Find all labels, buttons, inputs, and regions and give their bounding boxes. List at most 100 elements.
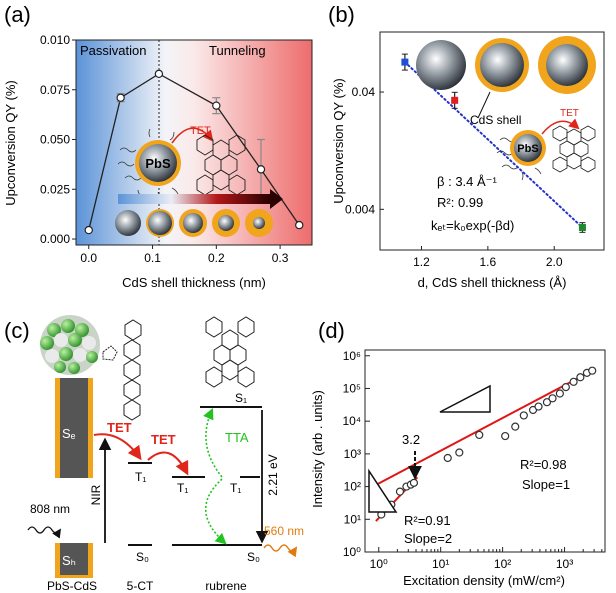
qd-atom-cluster-icon <box>40 315 100 375</box>
panel-d-axes: 10⁰ 10¹ 10² 10³ 10⁰ 10¹ 10² 10³ 10⁴ 10⁵ 10⁶ <box>342 349 603 571</box>
panel-b-ytick-label: 0.04 <box>352 85 376 99</box>
panel-d-point <box>475 430 484 440</box>
panel-a-ytick-label: 0.075 <box>40 83 70 97</box>
tta-label: TTA <box>225 430 249 445</box>
tet-label-2: TET <box>151 432 176 447</box>
panel-a-label: (a) <box>4 2 31 27</box>
panel-b-axes: 1.2 1.6 2.0 0.04 0.004 <box>345 85 563 269</box>
5ct-molecule-icon <box>102 319 142 421</box>
panel-a-ytick-label: 0.025 <box>40 182 70 196</box>
panel-a-ylabel: Upconversion QY (%) <box>3 80 18 205</box>
panel-a-point <box>212 101 221 110</box>
slope-triangle-low <box>368 468 398 513</box>
shell-series-icons <box>115 209 273 237</box>
rubrene-molecule-icon <box>196 134 246 196</box>
panel-d-point <box>542 398 552 407</box>
panel-a-xtick-label: 0.2 <box>208 251 225 265</box>
panel-a-qd-schematic: PbS TET <box>117 125 246 201</box>
panel-a-ytick-label: 0.010 <box>40 33 70 47</box>
panel-d-ytick-label: 10⁴ <box>342 414 361 428</box>
panel-d-point <box>501 431 510 441</box>
panel-a-point <box>295 220 304 230</box>
panel-b-xlabel: d, CdS shell thickness (Å) <box>418 275 567 290</box>
panel-d-frame <box>364 349 606 553</box>
panel-d-point <box>569 377 578 386</box>
level-s1: S₁ <box>235 391 247 405</box>
threshold-label: 3.2 <box>402 432 420 447</box>
panel-a-pbs-label: PbS <box>145 156 171 171</box>
panel-c-label: (c) <box>4 318 30 343</box>
panel-a-point <box>256 165 266 174</box>
panel-a-point <box>84 225 93 235</box>
level-se: Sₑ <box>62 426 76 441</box>
panel-a-xtick-label: 0.1 <box>144 251 161 265</box>
panel-d-point <box>576 373 585 382</box>
name-qd: PbS-CdS <box>47 579 97 593</box>
panel-d-xtick-label: 10⁰ <box>370 557 388 571</box>
panel-b-xtick-label: 1.2 <box>413 255 430 269</box>
panel-b-point <box>401 58 409 66</box>
nir-label: NIR <box>89 484 103 505</box>
panel-a-frame <box>75 39 313 246</box>
panel-d-ytick-label: 10¹ <box>344 512 361 526</box>
shell-gradient-arrowhead <box>270 189 283 209</box>
panel-b-qd-schematic: PbS TET <box>496 108 596 181</box>
level-s0-ct: S₀ <box>136 550 149 564</box>
name-5ct: 5-CT <box>127 579 154 593</box>
panel-b-ytick-label: 0.004 <box>345 202 375 216</box>
level-t1-rub-a: T₁ <box>177 481 188 495</box>
energy-gap-label: 2.21 eV <box>266 454 280 495</box>
panel-b-fit-line <box>403 61 584 229</box>
r2-value: R²: 0.99 <box>437 195 483 210</box>
panel-b-point <box>451 96 459 104</box>
panel-b-rubrene-icon <box>552 125 596 173</box>
panel-c: (c) <box>4 315 304 593</box>
shell-gradient-arrow <box>118 194 270 204</box>
name-rubrene: rubrene <box>205 579 247 593</box>
rate-formula: kₑₜ=k₀exp(-βd) <box>431 218 514 233</box>
panel-a-tet-label: TET <box>190 125 211 137</box>
panel-d-point <box>409 478 419 487</box>
level-s0-rub: S₀ <box>247 550 260 564</box>
excitation-wavelength: 808 nm <box>30 502 70 516</box>
panel-b-xtick-label: 2.0 <box>546 255 563 269</box>
cds-shell-label: CdS shell <box>470 113 521 127</box>
panel-a-xtick-label: 0.3 <box>272 251 289 265</box>
panel-d-xtick-label: 10¹ <box>432 557 449 571</box>
panel-d-point <box>395 487 405 496</box>
panel-a-point <box>154 69 164 79</box>
panel-b-point <box>578 223 586 231</box>
panel-d-point <box>443 453 452 463</box>
panel-b: (b) 1.2 1.6 2.0 0.04 0.004 CdS shell PbS TET <box>328 2 605 290</box>
panel-b-pbs-label: PbS <box>517 143 538 155</box>
tet-label-1: TET <box>107 420 132 435</box>
region-passivation: Passivation <box>80 43 146 58</box>
panel-d: (d) 10⁰ 10¹ 10² 10³ 10⁰ 10¹ 10² 10³ 10⁴ 10⁵ 10⁶ 3.… <box>310 318 606 588</box>
emission-wavelength: 560 nm <box>264 524 304 538</box>
panel-b-qd-icons <box>416 36 596 94</box>
panel-b-tet-label: TET <box>560 108 579 119</box>
panel-d-point <box>511 422 520 431</box>
panel-b-series <box>401 53 586 233</box>
panel-a-point <box>116 93 125 102</box>
panel-a-axes: 0.000 0.025 0.050 0.075 0.010 0.0 0.1 0.2 0.3 <box>40 33 313 265</box>
panel-d-label: (d) <box>318 318 345 343</box>
panel-d-point <box>588 366 597 375</box>
panel-a-ytick-label: 0.050 <box>40 133 70 147</box>
level-t1-ct: T₁ <box>135 470 146 484</box>
emission-wave-icon <box>263 544 298 558</box>
fit-high-r2: R²=0.98 <box>520 457 567 472</box>
panel-a-line <box>88 73 300 231</box>
panel-d-point <box>534 402 543 411</box>
panel-a-series <box>84 69 304 235</box>
region-tunneling: Tunneling <box>209 43 266 58</box>
panel-d-xlabel: Excitation density (mW/cm²) <box>403 573 565 588</box>
panel-d-ytick-label: 10⁶ <box>343 349 361 363</box>
panel-a-ytick-label: 0.000 <box>40 232 70 246</box>
panel-d-ytick-label: 10² <box>344 480 361 494</box>
beta-value: β : 3.4 Å⁻¹ <box>437 174 498 189</box>
level-sh: Sₕ <box>62 553 76 568</box>
panel-b-xtick-label: 1.6 <box>480 255 497 269</box>
